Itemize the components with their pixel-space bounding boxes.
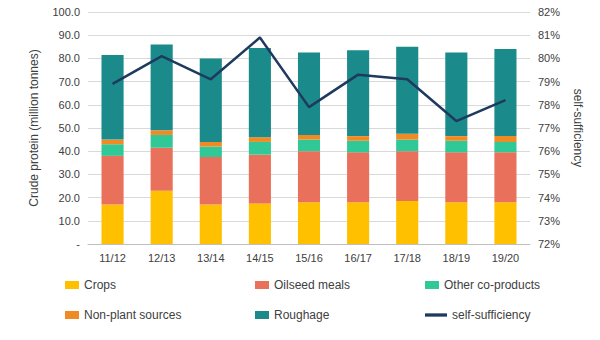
svg-text:Non-plant sources: Non-plant sources — [84, 308, 181, 322]
svg-text:18/19: 18/19 — [443, 252, 471, 264]
svg-text:Roughage: Roughage — [274, 308, 330, 322]
svg-text:16/17: 16/17 — [344, 252, 372, 264]
svg-text:10.0: 10.0 — [59, 215, 80, 227]
svg-text:73%: 73% — [538, 215, 560, 227]
svg-text:self-sufficiency: self-sufficiency — [571, 89, 585, 167]
svg-text:14/15: 14/15 — [246, 252, 274, 264]
svg-text:76%: 76% — [538, 145, 560, 157]
svg-text:20.0: 20.0 — [59, 192, 80, 204]
svg-text:self-sufficiency: self-sufficiency — [452, 308, 530, 322]
svg-text:17/18: 17/18 — [393, 252, 421, 264]
svg-text:90.0: 90.0 — [59, 29, 80, 41]
svg-text:50.0: 50.0 — [59, 122, 80, 134]
svg-text:-: - — [76, 238, 80, 250]
svg-text:79%: 79% — [538, 76, 560, 88]
svg-text:11/12: 11/12 — [99, 252, 126, 264]
svg-text:75%: 75% — [538, 168, 560, 180]
svg-text:82%: 82% — [538, 6, 560, 18]
svg-text:80%: 80% — [538, 52, 560, 64]
svg-text:19/20: 19/20 — [492, 252, 520, 264]
svg-text:40.0: 40.0 — [59, 145, 80, 157]
svg-text:70.0: 70.0 — [59, 76, 80, 88]
svg-text:72%: 72% — [538, 238, 560, 250]
svg-text:60.0: 60.0 — [59, 99, 80, 111]
svg-text:78%: 78% — [538, 99, 560, 111]
svg-text:30.0: 30.0 — [59, 168, 80, 180]
svg-text:74%: 74% — [538, 192, 560, 204]
svg-text:77%: 77% — [538, 122, 560, 134]
svg-text:81%: 81% — [538, 29, 560, 41]
svg-text:15/16: 15/16 — [295, 252, 323, 264]
svg-text:Crops: Crops — [84, 278, 116, 292]
svg-text:12/13: 12/13 — [148, 252, 176, 264]
svg-text:100.0: 100.0 — [52, 6, 80, 18]
svg-text:13/14: 13/14 — [197, 252, 225, 264]
svg-text:Other co-products: Other co-products — [444, 278, 540, 292]
svg-text:80.0: 80.0 — [59, 52, 80, 64]
svg-text:Crude protein (million tonnes): Crude protein (million tonnes) — [27, 49, 41, 206]
svg-text:Oilseed meals: Oilseed meals — [274, 278, 350, 292]
